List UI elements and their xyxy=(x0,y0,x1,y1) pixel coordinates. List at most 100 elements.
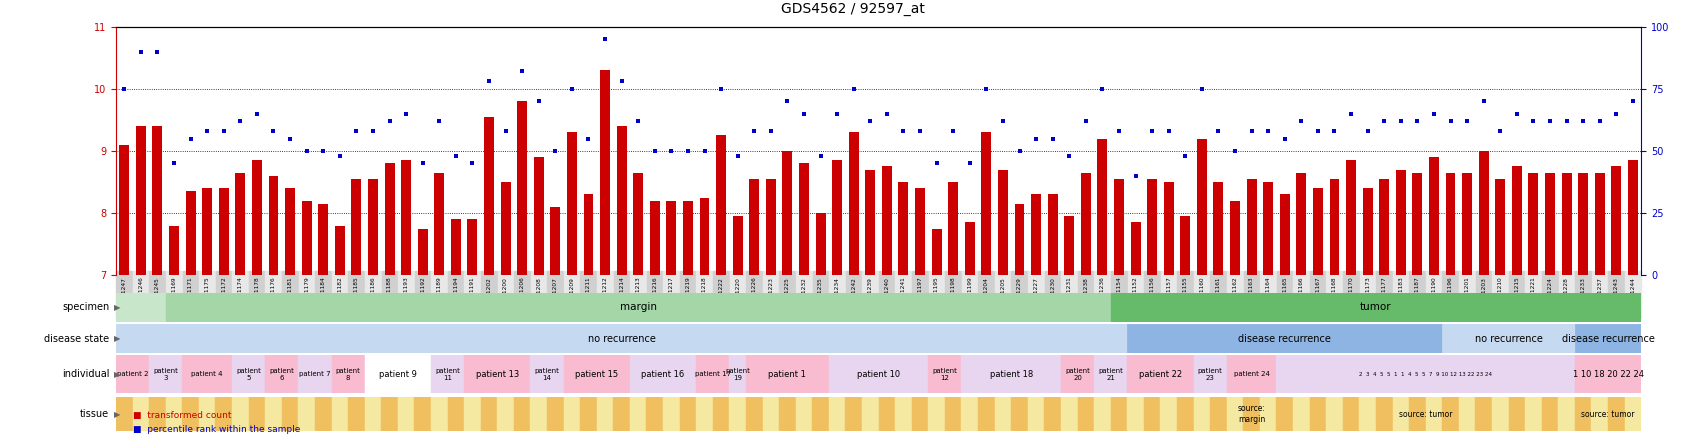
Bar xyxy=(431,397,447,431)
Bar xyxy=(614,397,629,431)
Text: patient
3: patient 3 xyxy=(153,368,177,381)
Bar xyxy=(1212,182,1222,275)
Bar xyxy=(1378,179,1388,275)
Text: individual: individual xyxy=(61,369,109,379)
Bar xyxy=(136,126,145,275)
Text: patient
19: patient 19 xyxy=(725,368,750,381)
Bar xyxy=(351,179,361,275)
Bar xyxy=(1110,293,1640,322)
Text: ▶: ▶ xyxy=(114,303,121,312)
Bar xyxy=(1011,397,1026,431)
Bar xyxy=(334,226,344,275)
Bar xyxy=(431,355,464,393)
Text: ■  percentile rank within the sample: ■ percentile rank within the sample xyxy=(133,425,300,434)
Bar xyxy=(846,397,861,431)
Bar xyxy=(484,117,494,275)
Bar xyxy=(215,397,232,431)
Bar xyxy=(1458,397,1475,431)
Bar xyxy=(165,293,1110,322)
Bar xyxy=(667,201,675,275)
Bar xyxy=(1130,222,1141,275)
Text: patient 1: patient 1 xyxy=(767,369,806,379)
Bar xyxy=(864,170,875,275)
Bar xyxy=(663,397,679,431)
Bar xyxy=(169,226,179,275)
Bar xyxy=(1142,397,1159,431)
Bar xyxy=(699,198,709,275)
Text: patient
14: patient 14 xyxy=(534,368,559,381)
Bar xyxy=(1146,179,1156,275)
Text: patient 15: patient 15 xyxy=(575,369,617,379)
Text: no recurrence: no recurrence xyxy=(587,333,655,344)
Bar xyxy=(1275,397,1292,431)
Bar xyxy=(1494,179,1504,275)
Bar xyxy=(1429,157,1437,275)
Bar xyxy=(418,229,428,275)
Bar xyxy=(762,397,779,431)
Bar xyxy=(1461,173,1471,275)
Bar xyxy=(1342,397,1359,431)
Bar xyxy=(945,397,962,431)
Bar xyxy=(1180,216,1190,275)
Bar xyxy=(779,397,795,431)
Bar xyxy=(1560,173,1570,275)
Bar xyxy=(268,176,278,275)
Bar xyxy=(218,188,228,275)
Bar xyxy=(530,355,563,393)
Bar xyxy=(165,397,182,431)
Text: disease recurrence: disease recurrence xyxy=(1238,333,1330,344)
Text: patient
21: patient 21 xyxy=(1098,368,1122,381)
Bar xyxy=(682,201,692,275)
Bar xyxy=(766,179,776,275)
Bar xyxy=(1412,173,1422,275)
Bar xyxy=(203,188,211,275)
Bar xyxy=(1594,173,1604,275)
Text: patient 13: patient 13 xyxy=(476,369,518,379)
Bar xyxy=(679,397,696,431)
Bar xyxy=(928,355,962,393)
Text: patient
23: patient 23 xyxy=(1197,368,1222,381)
Bar xyxy=(148,355,182,393)
Bar xyxy=(745,355,829,393)
Bar xyxy=(962,397,977,431)
Bar xyxy=(566,132,576,275)
Bar xyxy=(368,179,379,275)
Bar xyxy=(1113,179,1124,275)
Text: tumor: tumor xyxy=(1359,302,1391,313)
Bar xyxy=(1061,397,1078,431)
Bar xyxy=(1043,397,1061,431)
Bar xyxy=(1362,188,1373,275)
Bar xyxy=(232,397,249,431)
Bar xyxy=(182,355,232,393)
Bar xyxy=(1574,324,1640,353)
Bar xyxy=(232,355,264,393)
Bar xyxy=(1275,355,1574,393)
Bar xyxy=(319,204,327,275)
Bar xyxy=(815,213,825,275)
Text: source: tumor: source: tumor xyxy=(1581,409,1633,419)
Bar xyxy=(1226,355,1275,393)
Bar xyxy=(1478,151,1488,275)
Bar xyxy=(1309,397,1325,431)
Text: ▶: ▶ xyxy=(114,409,121,419)
Bar xyxy=(1591,397,1608,431)
Text: patient 4: patient 4 xyxy=(191,371,223,377)
Bar xyxy=(365,397,380,431)
Bar xyxy=(1246,179,1257,275)
Bar xyxy=(1545,173,1553,275)
Bar xyxy=(1574,397,1591,431)
Bar xyxy=(1127,324,1441,353)
Bar xyxy=(829,355,928,393)
Bar xyxy=(1093,355,1127,393)
Bar xyxy=(1258,397,1275,431)
Bar xyxy=(1328,179,1338,275)
Text: patient
11: patient 11 xyxy=(435,368,460,381)
Bar xyxy=(450,219,460,275)
Bar xyxy=(1444,173,1454,275)
Bar xyxy=(730,397,745,431)
Bar xyxy=(1243,397,1258,431)
Bar xyxy=(298,355,331,393)
Bar xyxy=(447,397,464,431)
Bar xyxy=(994,397,1011,431)
Bar xyxy=(1475,397,1492,431)
